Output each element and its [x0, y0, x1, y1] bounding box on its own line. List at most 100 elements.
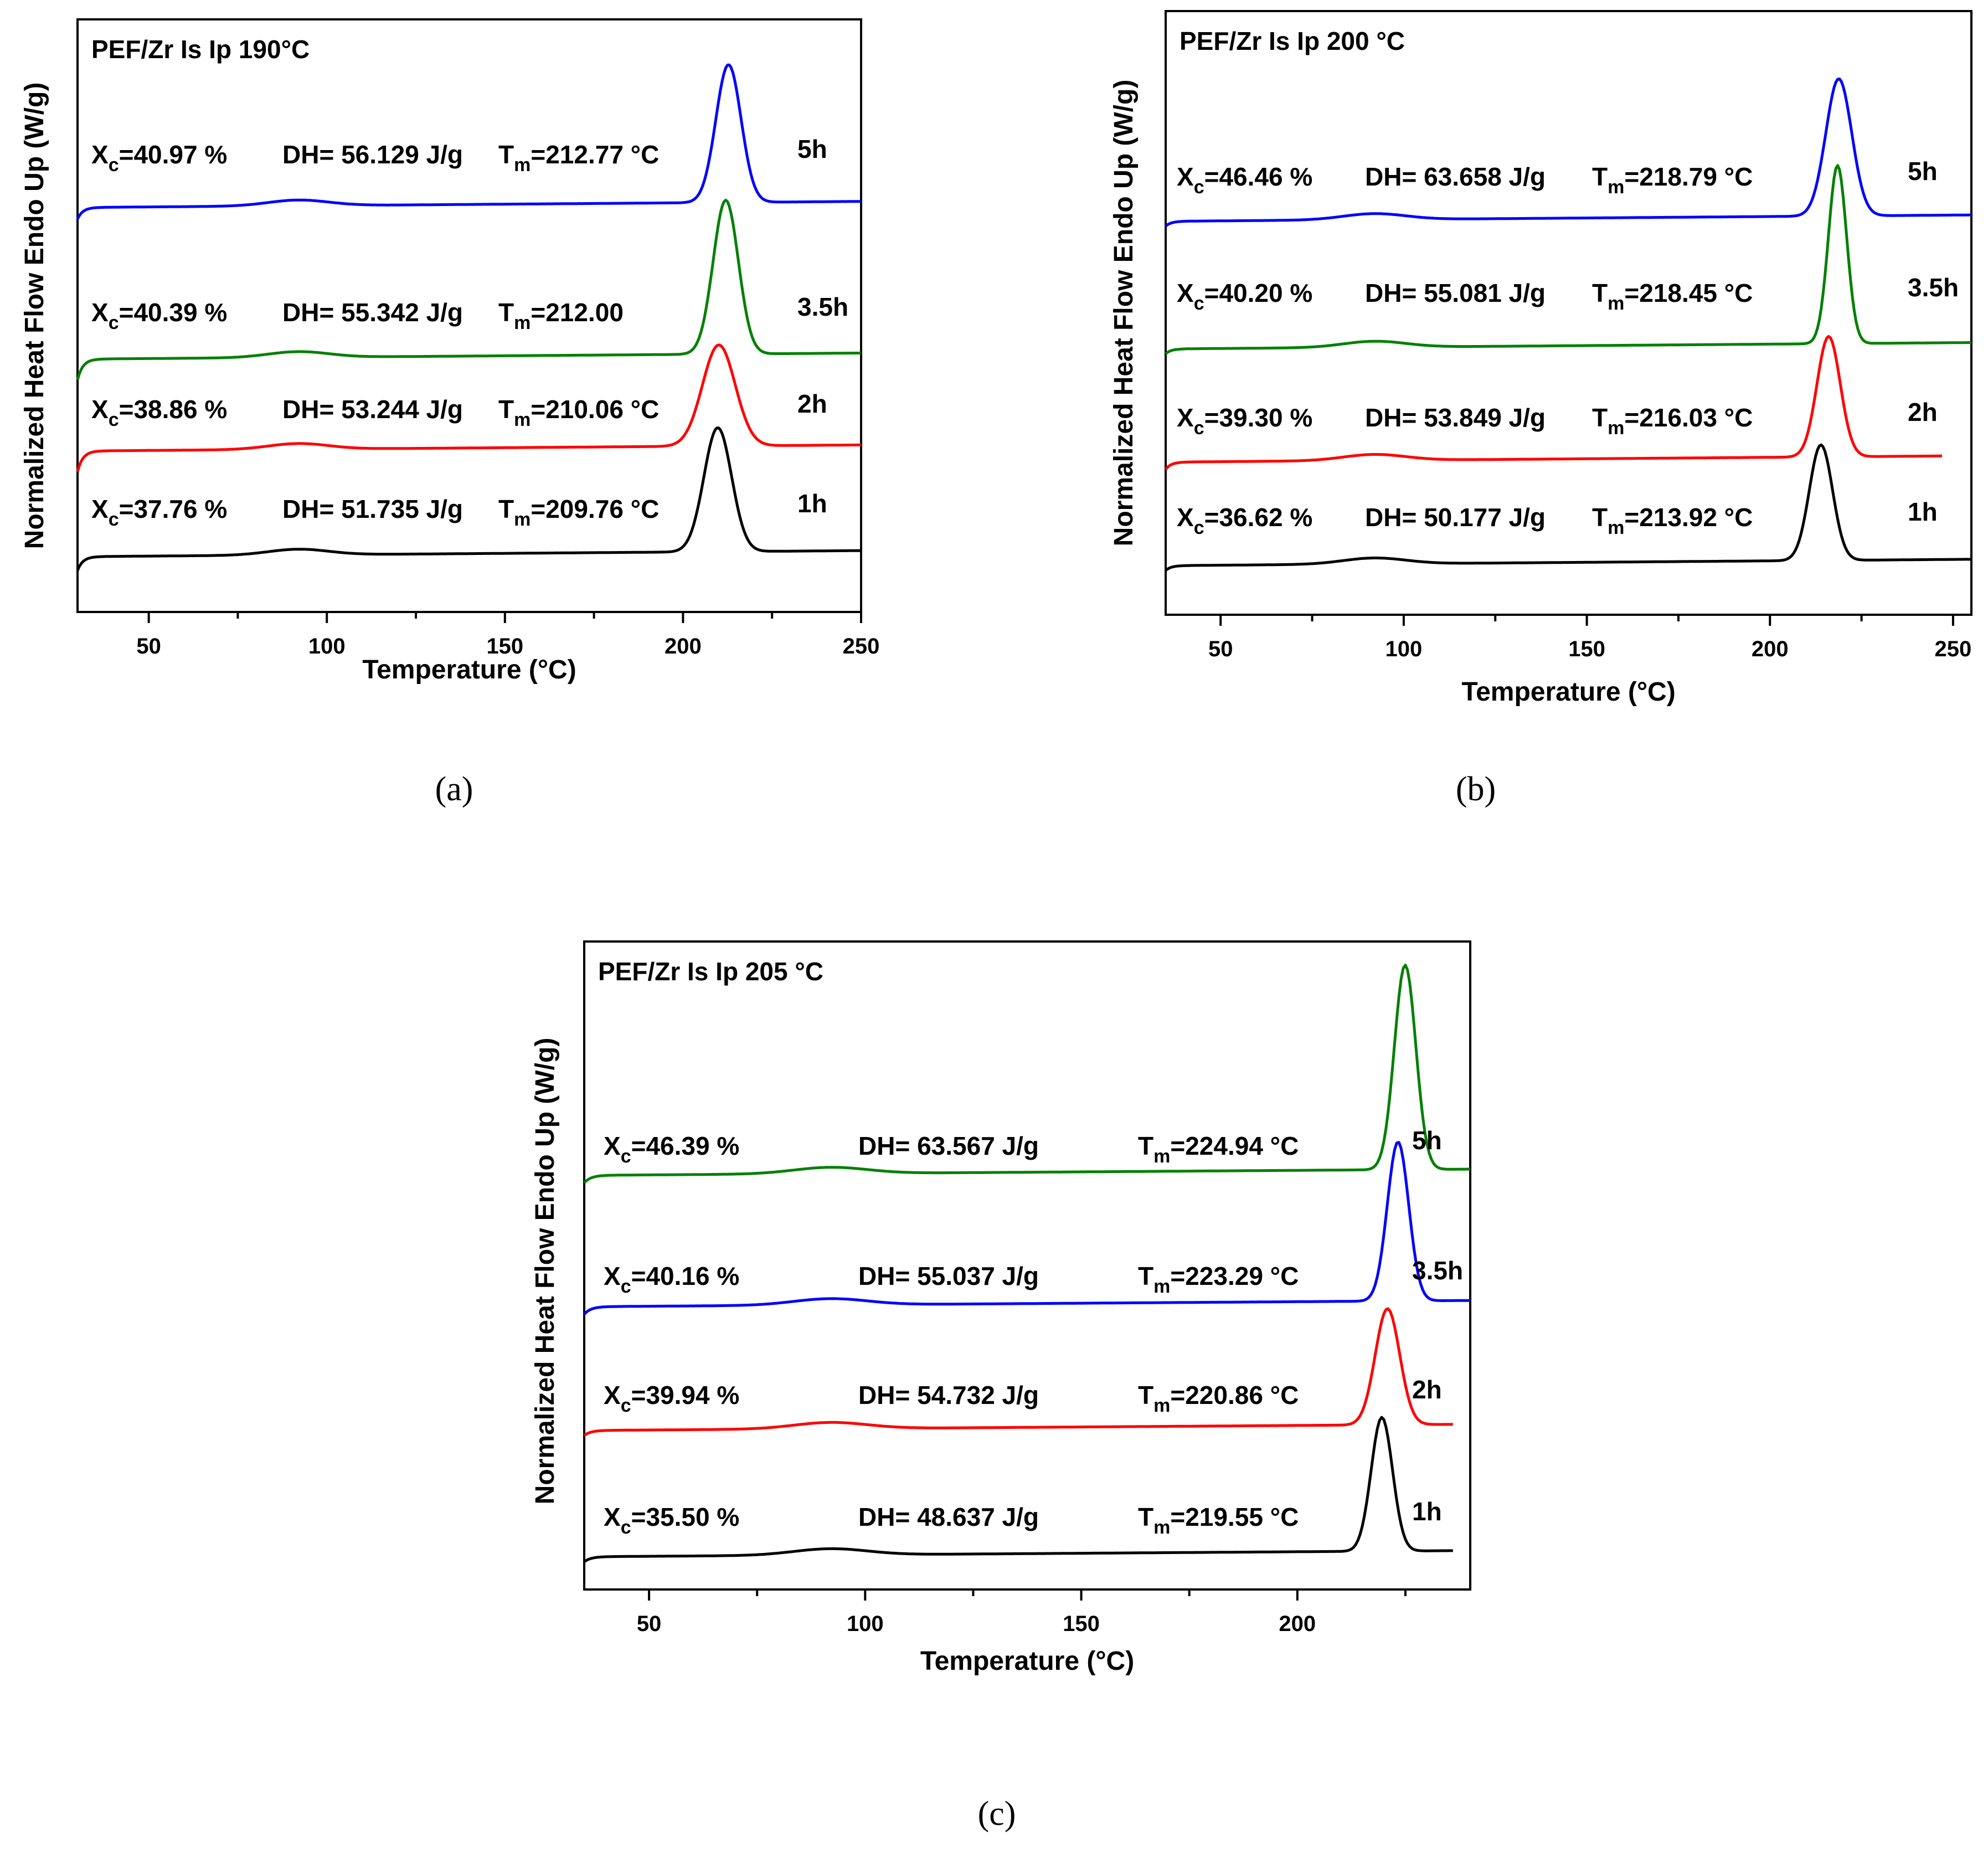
x-tick-label: 200 [1279, 1612, 1316, 1636]
series-label: 1h [1908, 497, 1938, 526]
xc-value: =39.94 % [631, 1381, 740, 1409]
xc-value: =40.97 % [119, 140, 228, 169]
annotation-xc: Xc=39.94 % [604, 1381, 739, 1416]
x-tick-label: 200 [1752, 637, 1789, 661]
series-line-3-5h [583, 1141, 1470, 1315]
y-axis-title: Normalized Heat Flow Endo Up (W/g) [20, 83, 49, 549]
xc-subscript: c [621, 1276, 631, 1297]
annotation-tm: Tm=218.79 °C [1592, 162, 1753, 198]
tm-subscript: m [1608, 418, 1624, 439]
series-label: 2h [797, 389, 827, 418]
panel-title: PEF/Zr Is Ip 205 °C [598, 957, 823, 986]
tm-symbol: T [498, 495, 514, 523]
x-tick-label: 250 [843, 634, 880, 659]
tm-subscript: m [514, 155, 531, 176]
tm-subscript: m [514, 312, 531, 333]
xc-subscript: c [621, 1395, 631, 1416]
xc-subscript: c [1194, 177, 1204, 198]
tm-value: =223.29 °C [1170, 1262, 1299, 1290]
tm-value: =224.94 °C [1170, 1131, 1299, 1160]
annotation-tm: Tm=223.29 °C [1138, 1262, 1299, 1297]
series-label: 2h [1908, 398, 1938, 426]
y-axis-title: Normalized Heat Flow Endo Up (W/g) [531, 1038, 560, 1505]
x-axis-title: Temperature (°C) [920, 1647, 1134, 1676]
tm-symbol: T [498, 395, 514, 424]
annotation-dh: DH= 63.658 J/g [1365, 162, 1546, 191]
xc-value: =35.50 % [631, 1503, 740, 1531]
xc-subscript: c [109, 409, 119, 430]
annotation-tm: Tm=220.86 °C [1138, 1381, 1299, 1416]
xc-value: =38.86 % [119, 395, 228, 424]
annotation-tm: Tm=212.77 °C [498, 140, 659, 176]
series-line-5h [583, 964, 1470, 1184]
tm-symbol: T [1138, 1381, 1153, 1409]
xc-value: =39.30 % [1204, 403, 1313, 432]
tm-symbol: T [1592, 279, 1608, 307]
chart-panel-c: 50 100 150 200 Temperature (°C) Normalized He… [531, 940, 1471, 1833]
x-tick-label: 100 [1386, 637, 1423, 661]
plot-frame [1165, 10, 1972, 616]
annotation-xc: Xc=37.76 % [91, 495, 227, 530]
tm-value: =220.86 °C [1170, 1381, 1299, 1409]
x-tick-label: 200 [665, 634, 702, 659]
series-label: 3.5h [1412, 1256, 1463, 1285]
xc-subscript: c [1194, 517, 1204, 538]
x-tick-label: 250 [1935, 637, 1972, 661]
xc-subscript: c [109, 155, 119, 176]
annotation-xc: Xc=40.97 % [91, 140, 227, 176]
annotation-dh: DH= 54.732 J/g [858, 1381, 1039, 1409]
series-line-2h [1165, 335, 1943, 471]
x-tick-label: 50 [136, 634, 161, 659]
xc-subscript: c [621, 1517, 631, 1538]
tm-value: =213.92 °C [1624, 503, 1753, 532]
annotation-xc: Xc=40.16 % [604, 1262, 739, 1297]
series-label: 3.5h [797, 292, 848, 321]
series-line-2h [76, 343, 861, 472]
tm-value: =210.06 °C [531, 395, 659, 424]
xc-value: =46.39 % [631, 1131, 740, 1160]
annotation-xc: Xc=40.39 % [91, 298, 227, 333]
tm-subscript: m [514, 409, 531, 430]
series-label: 3.5h [1908, 273, 1959, 302]
tm-subscript: m [1608, 517, 1624, 538]
tm-symbol: T [1138, 1131, 1153, 1160]
xc-value: =40.20 % [1204, 279, 1313, 307]
annotation-xc: Xc=39.30 % [1177, 403, 1312, 439]
xc-symbol: X [91, 495, 109, 523]
panel-caption: (c) [978, 1795, 1016, 1833]
tm-subscript: m [1608, 293, 1624, 314]
annotation-dh: DH= 55.342 J/g [282, 298, 463, 327]
x-tick-label: 100 [847, 1612, 884, 1636]
tm-symbol: T [1592, 162, 1608, 191]
x-tick-label: 150 [1568, 637, 1605, 661]
xc-symbol: X [604, 1503, 621, 1531]
tm-value: =219.55 °C [1170, 1503, 1299, 1531]
xc-subscript: c [1194, 293, 1204, 314]
annotation-tm: Tm=216.03 °C [1592, 403, 1753, 439]
y-axis-title: Normalized Heat Flow Endo Up (W/g) [1109, 80, 1139, 547]
annotation-xc: Xc=36.62 % [1177, 503, 1312, 538]
x-tick-label: 50 [1208, 637, 1233, 661]
xc-subscript: c [621, 1146, 631, 1167]
annotation-xc: Xc=46.46 % [1177, 162, 1312, 198]
xc-value: =40.39 % [119, 298, 228, 327]
annotation-dh: DH= 56.129 J/g [282, 140, 463, 169]
annotation-tm: Tm=219.55 °C [1138, 1503, 1299, 1538]
tm-subscript: m [1153, 1517, 1170, 1538]
tm-symbol: T [1138, 1262, 1153, 1290]
series-line-3-5h [1165, 164, 1971, 355]
x-axis-title: Temperature (°C) [362, 655, 576, 685]
annotation-tm: Tm=224.94 °C [1138, 1131, 1299, 1167]
annotation-xc: Xc=38.86 % [91, 395, 227, 430]
x-tick-label: 150 [1063, 1612, 1100, 1636]
tm-symbol: T [1592, 403, 1608, 432]
xc-symbol: X [604, 1262, 621, 1290]
tm-subscript: m [1153, 1146, 1170, 1167]
tm-symbol: T [1592, 503, 1608, 532]
tm-subscript: m [1153, 1276, 1170, 1297]
tm-value: =209.76 °C [531, 495, 659, 523]
xc-subscript: c [1194, 418, 1204, 439]
tm-value: =216.03 °C [1624, 403, 1753, 432]
xc-value: =40.16 % [631, 1262, 740, 1290]
xc-symbol: X [91, 395, 109, 424]
